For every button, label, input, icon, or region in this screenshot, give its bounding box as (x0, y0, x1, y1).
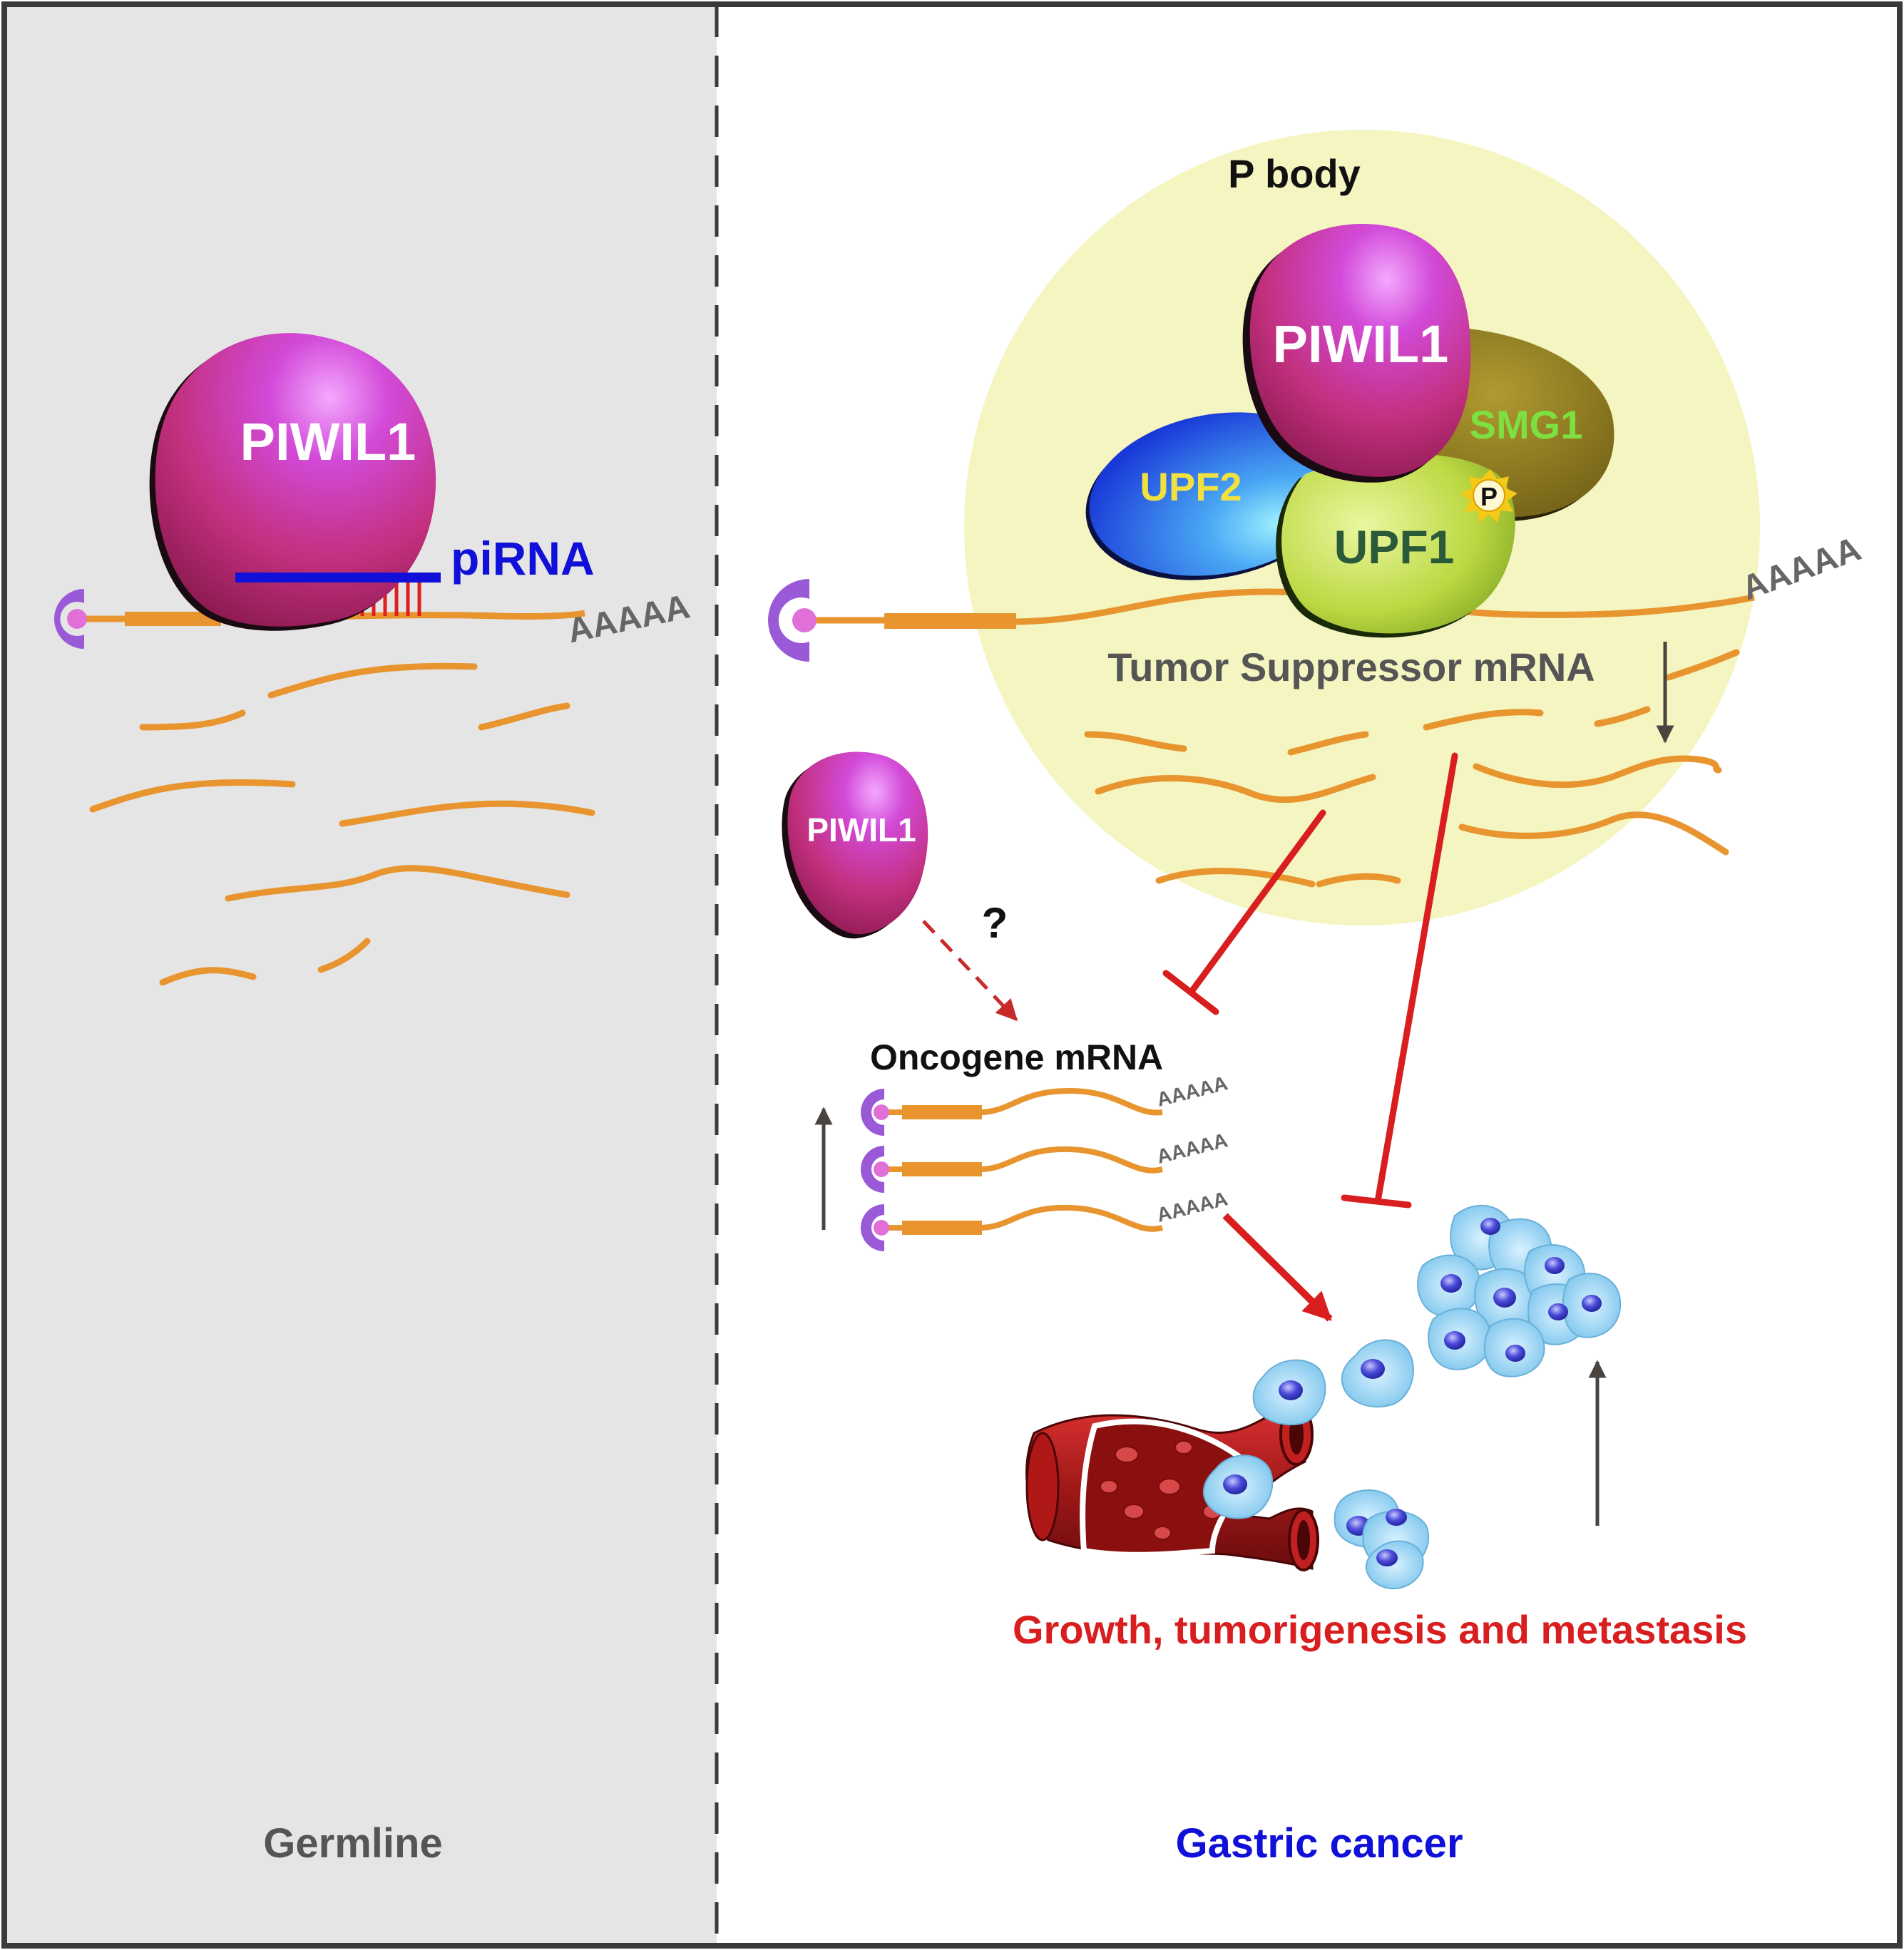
ts-cap-icon (768, 579, 809, 662)
free-piwil1-label: PIWIL1 (807, 811, 916, 848)
upf2-label: UPF2 (1140, 464, 1242, 509)
oncogene-cap-icon-2 (861, 1146, 884, 1193)
cancer-cells (1202, 1204, 1622, 1590)
germline-cap-icon (54, 589, 84, 649)
inhibition-arrows (1162, 752, 1458, 1209)
oncogene-polya-2: AAAAA (1155, 1129, 1230, 1168)
unknown-regulation-arrow (922, 920, 1018, 1022)
germline-piwil1-label: PIWIL1 (240, 412, 416, 471)
cancer-cell (1202, 1454, 1274, 1519)
germline-cap-dot (67, 609, 87, 629)
germline-background (6, 6, 717, 1944)
outcome-label: Growth, tumorigenesis and metastasis (1013, 1607, 1747, 1652)
oncogene-mrna-2: AAAAA (861, 1129, 1230, 1193)
phosphorylation-icon: P (1460, 469, 1517, 523)
oncogene-cap-icon-1 (861, 1089, 884, 1136)
inhibit-outcome (1374, 752, 1458, 1205)
pbody-piwil1-label: PIWIL1 (1273, 314, 1449, 374)
smg1-label: SMG1 (1470, 402, 1583, 447)
pirna-label: piRNA (451, 532, 595, 585)
cancer-cell (1252, 1359, 1326, 1426)
cancer-cell (1334, 1489, 1430, 1590)
germline-panel: AAAAA PIWIL1 (6, 6, 717, 1944)
promote-outcome-arrow (1222, 1213, 1333, 1322)
oncogene-mrna-3: AAAAA (861, 1187, 1230, 1251)
oncogene-label: Oncogene mRNA (870, 1037, 1163, 1077)
degraded-mrna-fragments (1084, 649, 1740, 888)
question-mark: ? (982, 899, 1008, 947)
gastric-cancer-panel: P body AAAAA UPF2 SMG1 UPF1 (768, 130, 1866, 1867)
phospho-label: P (1480, 482, 1498, 511)
germline-piwil1: PIWIL1 (149, 333, 436, 631)
p-body-label: P body (1228, 151, 1361, 196)
free-piwil1: PIWIL1 (782, 751, 928, 939)
oncogene-polya-3: AAAAA (1155, 1187, 1230, 1226)
cancer-cell (1341, 1339, 1414, 1408)
germline-panel-label: Germline (263, 1820, 442, 1867)
oncogene-polya-1: AAAAA (1155, 1072, 1230, 1111)
oncogene-cap-icon-3 (861, 1204, 884, 1251)
germline-utr-block (125, 612, 221, 626)
inhibit-oncogene (1187, 809, 1326, 996)
gastric-cancer-panel-label: Gastric cancer (1175, 1820, 1463, 1867)
germline-mrna-fragments (89, 662, 595, 986)
pbody-piwil1: PIWIL1 (1242, 224, 1471, 483)
tumor-cluster (1417, 1204, 1622, 1377)
ts-mrna-label: Tumor Suppressor mRNA (1107, 645, 1595, 689)
ts-utr-block (884, 613, 1016, 629)
blood-vessel-icon (1025, 1403, 1319, 1571)
oncogene-mrna-1: AAAAA (861, 1072, 1230, 1136)
upf1-protein: UPF1 (1276, 453, 1515, 638)
ts-cap-dot (792, 608, 817, 632)
upf1-label: UPF1 (1334, 520, 1455, 573)
